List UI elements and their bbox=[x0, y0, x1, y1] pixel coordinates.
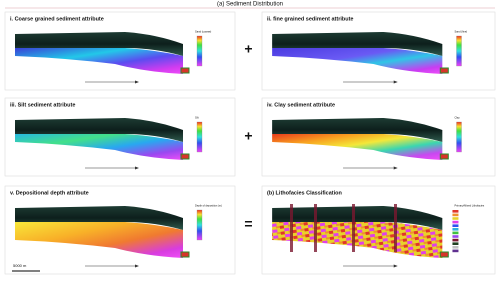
volume-top bbox=[15, 32, 183, 56]
arrow-head bbox=[393, 80, 398, 84]
well-trace bbox=[352, 204, 355, 252]
legend-swatch bbox=[452, 231, 459, 235]
colorbar bbox=[456, 121, 462, 153]
colorbar bbox=[456, 35, 462, 67]
operator: + bbox=[244, 41, 252, 57]
arrow-head bbox=[135, 264, 139, 268]
well-trace bbox=[394, 204, 397, 252]
volume-body bbox=[15, 48, 183, 74]
panel-title: v. Depositional depth attribute bbox=[10, 190, 89, 196]
arrow-head bbox=[135, 80, 139, 84]
legend-swatch bbox=[452, 238, 459, 242]
legend-swatch bbox=[452, 213, 459, 217]
orientation-cube bbox=[180, 251, 190, 258]
legend-title: Depth of deposition (m) bbox=[195, 204, 222, 208]
orientation-cube bbox=[439, 153, 449, 160]
panel: v. Depositional depth attribute Depth of … bbox=[4, 185, 236, 275]
volume-body bbox=[272, 134, 443, 160]
legend-title: Silt bbox=[195, 116, 199, 120]
well-trace bbox=[314, 204, 317, 252]
legend-title: Sand (fine) bbox=[454, 30, 467, 34]
colorbar bbox=[196, 35, 203, 67]
arrow-head bbox=[393, 264, 398, 268]
arrow-head bbox=[393, 166, 398, 170]
volume-body bbox=[272, 48, 443, 74]
legend-swatch bbox=[452, 220, 459, 224]
panel: (b) Lithofacies Classification Primary/Mi… bbox=[261, 185, 496, 275]
colorbar bbox=[196, 209, 203, 241]
panel: ii. fine grained sediment attribute Sand … bbox=[261, 11, 496, 91]
orientation-cube bbox=[180, 153, 190, 160]
panel: iv. Clay sediment attribute Clay bbox=[261, 97, 496, 177]
volume-top bbox=[15, 118, 183, 142]
panel: i. Coarse grained sediment attribute Sand… bbox=[4, 11, 236, 91]
operator: + bbox=[244, 128, 252, 144]
volume-body bbox=[15, 222, 183, 258]
well-trace bbox=[290, 204, 293, 252]
legend-title: Clay bbox=[454, 116, 460, 120]
legend-swatch bbox=[452, 246, 459, 249]
legend-swatch bbox=[452, 249, 459, 253]
volume-top bbox=[15, 206, 183, 230]
legend-swatch bbox=[452, 224, 459, 227]
orientation-cube bbox=[439, 67, 449, 74]
operator: = bbox=[244, 216, 252, 232]
orientation-cube bbox=[439, 251, 449, 258]
panel-title: (b) Lithofacies Classification bbox=[267, 190, 343, 196]
colorbar bbox=[196, 121, 203, 153]
figure-title: (a) Sediment Distribution bbox=[217, 2, 283, 8]
volume-top bbox=[272, 32, 443, 56]
panel-title: ii. fine grained sediment attribute bbox=[267, 16, 354, 22]
panel-title: i. Coarse grained sediment attribute bbox=[10, 16, 104, 22]
panel: iii. Silt sediment attribute Silt bbox=[4, 97, 236, 177]
legend-swatch bbox=[452, 228, 459, 231]
legend-title: Sand (coarse) bbox=[195, 30, 211, 34]
legend-title: Primary/Mixed Lithofacies bbox=[454, 204, 484, 208]
panel-title: iv. Clay sediment attribute bbox=[267, 102, 335, 108]
legend-swatch bbox=[452, 242, 459, 245]
panel-title: iii. Silt sediment attribute bbox=[10, 102, 75, 108]
legend-swatch bbox=[452, 210, 459, 213]
scale-bar-label: 5000 m bbox=[13, 263, 27, 268]
legend-swatch bbox=[452, 217, 459, 220]
volume-top bbox=[272, 118, 443, 142]
arrow-head bbox=[135, 166, 139, 170]
legend-swatch bbox=[452, 235, 459, 238]
orientation-cube bbox=[180, 67, 190, 74]
volume-body bbox=[15, 134, 183, 160]
